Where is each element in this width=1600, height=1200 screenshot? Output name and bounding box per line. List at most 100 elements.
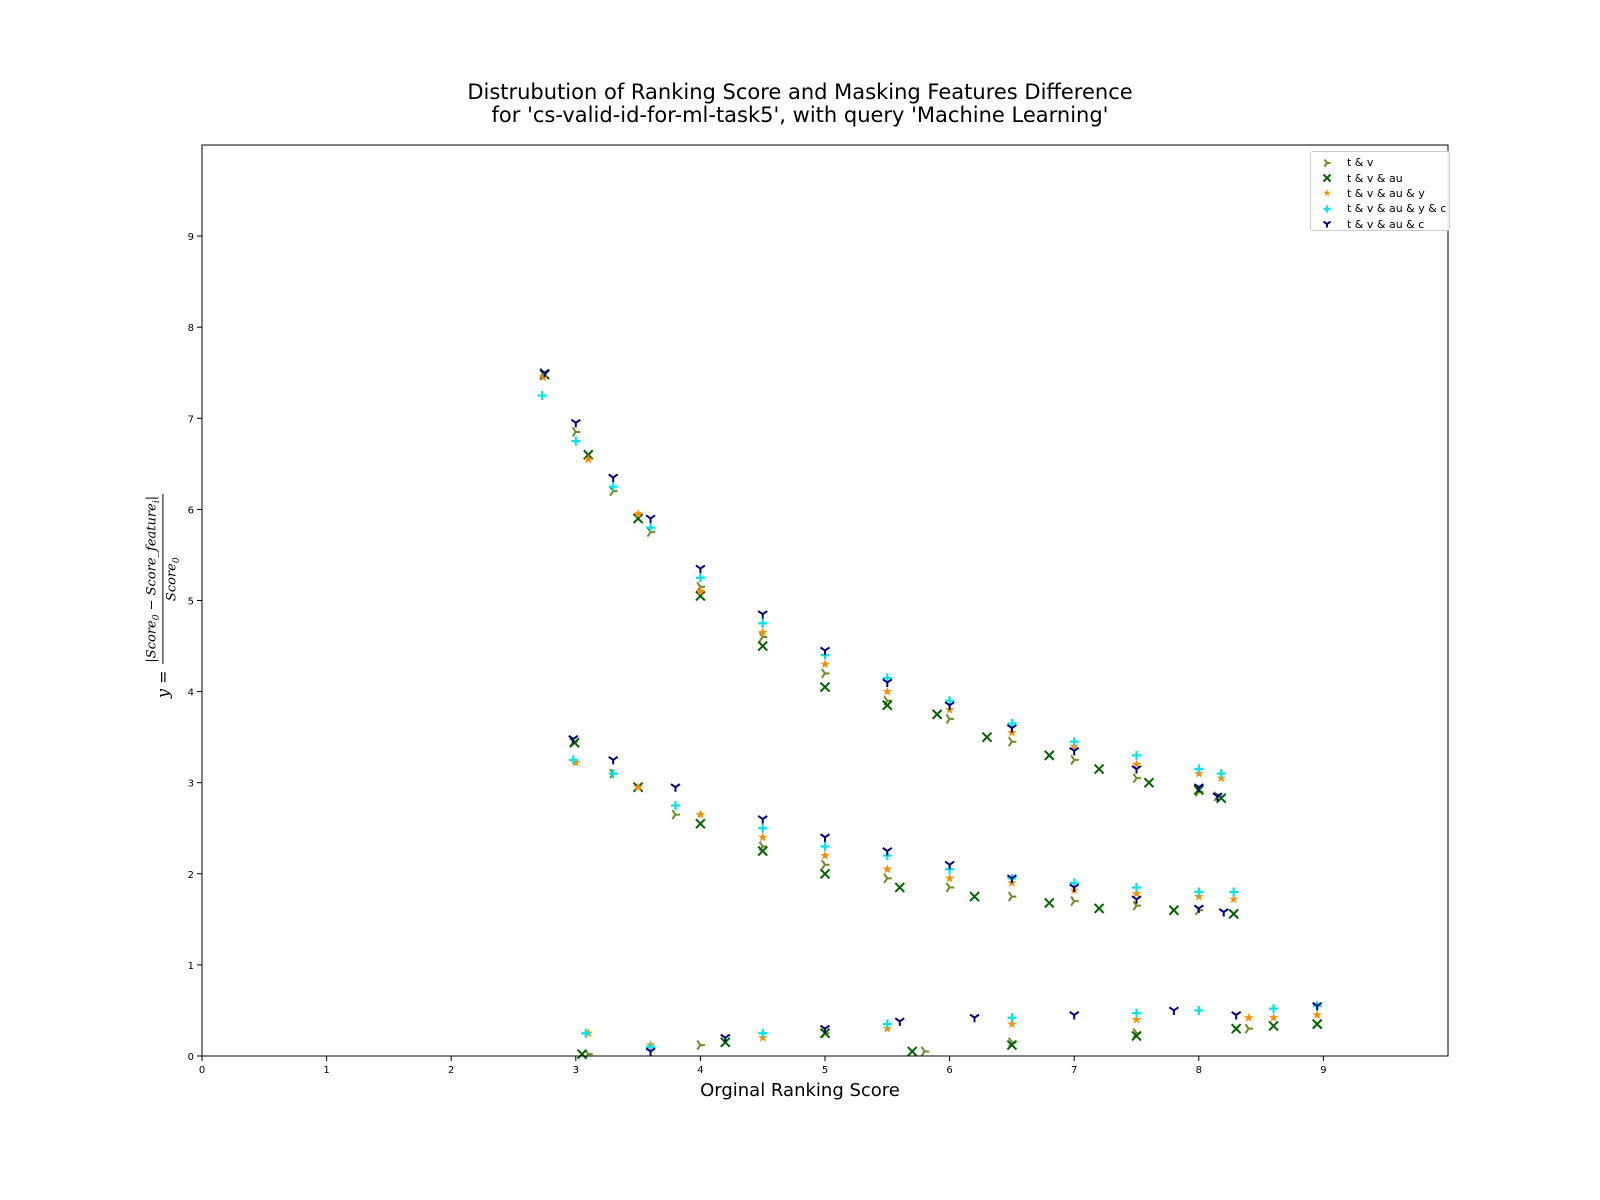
- series-4-point: [581, 1028, 591, 1038]
- legend-label: t & v & au & y & c: [1347, 202, 1447, 216]
- y-axis-label-prefix: y =: [153, 670, 173, 699]
- series-4-point: [945, 696, 955, 706]
- series-3-point: [758, 832, 768, 842]
- series-1-point: [945, 713, 955, 725]
- series-2-point: [1044, 750, 1055, 761]
- series-4-point: [1194, 764, 1204, 774]
- series-1-point: [821, 859, 830, 870]
- series-2-point: [1044, 897, 1055, 909]
- series-2-point: [819, 681, 831, 693]
- denominator-text: Score: [164, 563, 179, 602]
- legend-marker-icon: [1323, 158, 1331, 167]
- series-4-point: [608, 769, 618, 779]
- x-tick-label: 3: [573, 1065, 579, 1076]
- x-tick-label: 9: [1320, 1065, 1326, 1076]
- series-5-point: [757, 610, 768, 619]
- series-3-point: [1243, 1012, 1254, 1022]
- y-axis-label-denominator: Score0: [163, 557, 182, 601]
- series-5-point: [1069, 746, 1080, 756]
- series-4-point: [758, 618, 768, 628]
- legend-item: t & v & au & y: [1319, 186, 1449, 201]
- series-5-point: [1168, 1006, 1179, 1015]
- y-tick-label: 4: [188, 688, 194, 699]
- series-2-point: [695, 590, 706, 602]
- series-5-point: [757, 815, 768, 824]
- legend-marker-icon: [1322, 220, 1332, 228]
- legend-label: t & v & au: [1347, 171, 1403, 185]
- y-tick-label: 7: [188, 414, 194, 425]
- series-3-point: [1007, 1019, 1017, 1029]
- series-3-point: [1268, 1012, 1279, 1022]
- series-1-point: [571, 426, 581, 438]
- series-3-point: [695, 586, 706, 596]
- series-2-points: [539, 369, 1323, 1060]
- series-2-point: [695, 818, 706, 829]
- series-5-point: [882, 678, 893, 687]
- series-1-point: [945, 882, 955, 893]
- series-4-points: [537, 391, 1322, 1052]
- series-3-point: [1229, 894, 1239, 904]
- series-3-point: [820, 659, 830, 669]
- chart-title-line-2: for 'cs-valid-id-for-ml-task5', with que…: [491, 103, 1109, 127]
- legend-label: t & v & au & y: [1347, 186, 1425, 200]
- series-5-point: [1069, 1011, 1080, 1020]
- series-5-point: [1006, 874, 1017, 883]
- series-1-point: [696, 1039, 705, 1051]
- legend-item: t & v & au: [1319, 170, 1449, 185]
- series-2-point: [819, 868, 831, 880]
- series-5-point: [1231, 1011, 1242, 1020]
- series-4-point: [571, 436, 581, 446]
- series-2-point: [882, 700, 893, 711]
- series-1-point: [821, 668, 830, 679]
- series-5-point: [882, 847, 893, 856]
- y-tick-label: 8: [188, 323, 194, 334]
- series-1-point: [1244, 1023, 1254, 1034]
- x-tick-label: 6: [946, 1065, 952, 1076]
- series-5-point: [1312, 1001, 1323, 1011]
- series-3-point: [1131, 888, 1142, 898]
- series-5-point: [608, 473, 619, 483]
- series-3-point: [882, 686, 892, 696]
- y-tick-label: 9: [188, 232, 194, 243]
- y-tick-label: 1: [188, 961, 194, 972]
- legend-item: t & v: [1319, 155, 1449, 170]
- axes: 0 1 2 3 4 5 6 7 8 9 0 1 2 3 4 5 6 7 8 9: [188, 144, 1449, 1076]
- series-4-point: [1132, 1008, 1141, 1018]
- series-3-point: [1131, 759, 1142, 769]
- y-tick-label: 6: [188, 505, 194, 516]
- x-tick-label: 0: [199, 1065, 205, 1076]
- series-3-point: [633, 782, 643, 792]
- series-5-point: [1131, 765, 1142, 774]
- series-4-point: [820, 841, 830, 851]
- series-4-point: [1007, 718, 1017, 728]
- series-4-point: [1132, 750, 1141, 760]
- series-5-point: [539, 368, 550, 378]
- series-5-point: [1006, 724, 1017, 733]
- series-5-point: [670, 783, 681, 792]
- series-5-point: [1193, 904, 1204, 913]
- series-5-point: [1193, 783, 1204, 792]
- data-marks: [537, 367, 1323, 1060]
- series-1-point: [671, 809, 680, 820]
- series-5-point: [645, 514, 656, 524]
- series-5-point: [819, 833, 831, 842]
- series-4-point: [670, 800, 680, 810]
- series-2-point: [894, 882, 905, 893]
- numerator-sub-0: 0: [152, 614, 162, 621]
- series-1-point: [1007, 736, 1017, 747]
- series-2-point: [569, 737, 580, 748]
- chart-title-line-1: Distrubution of Ranking Score and Maskin…: [467, 80, 1133, 104]
- x-axis-label: Orginal Ranking Score: [700, 1080, 900, 1101]
- series-4-point: [608, 482, 618, 492]
- numerator-left: |Score: [144, 620, 160, 663]
- series-4-point: [758, 823, 768, 833]
- series-4-point: [1069, 878, 1079, 888]
- y-tick-label: 5: [188, 597, 194, 608]
- series-1-point: [1070, 754, 1079, 765]
- series-4-point: [537, 391, 547, 401]
- series-3-points: [538, 372, 1322, 1050]
- series-1-points: [539, 367, 1254, 1060]
- series-5-point: [1218, 908, 1229, 917]
- series-4-point: [1194, 1005, 1204, 1015]
